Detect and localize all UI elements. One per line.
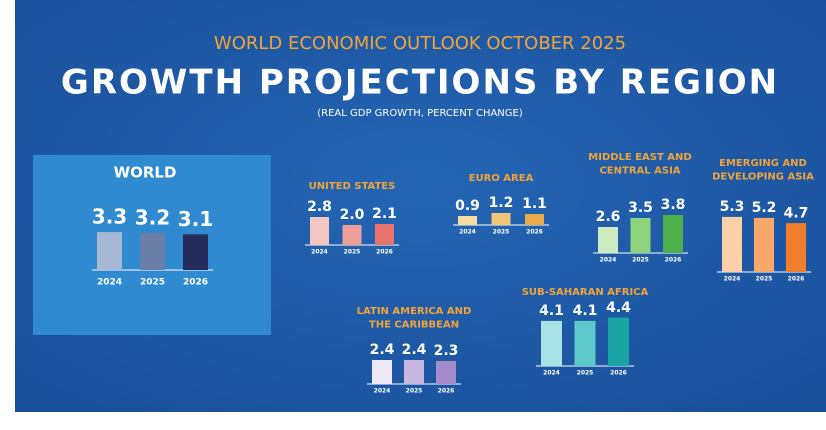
bar (608, 317, 629, 366)
bar (458, 216, 477, 225)
value-label: 4.1 (573, 303, 598, 319)
subtitle: (REAL GDP GROWTH, PERCENT CHANGE) (317, 108, 523, 119)
region-title: MIDDLE EAST AND (588, 152, 691, 163)
year-label: 2025 (140, 278, 165, 288)
bar (574, 320, 596, 366)
value-label: 5.2 (752, 200, 777, 216)
region-title: LATIN AMERICA AND (357, 306, 472, 317)
value-label: 2.0 (340, 207, 365, 223)
value-label: 2.1 (372, 206, 397, 222)
bar (663, 215, 683, 253)
value-label: 3.5 (628, 200, 653, 216)
bar (786, 223, 806, 272)
value-label: 2.4 (402, 342, 427, 358)
year-label: 2026 (183, 278, 208, 288)
year-label: 2026 (438, 388, 455, 395)
year-label: 2026 (376, 249, 393, 256)
bar (310, 217, 329, 245)
year-label: 2025 (632, 257, 649, 264)
year-label: 2025 (344, 249, 361, 256)
bar (183, 234, 208, 270)
value-label: 4.1 (539, 303, 564, 319)
region-title: UNITED STATES (309, 181, 396, 192)
bar (372, 360, 392, 384)
value-label: 3.1 (178, 207, 213, 231)
headline: GROWTH PROJECTIONS BY REGION (61, 63, 779, 103)
region-title: SUB-SAHARAN AFRICA (522, 287, 649, 298)
bar (630, 218, 651, 253)
value-label: 4.4 (606, 300, 631, 316)
value-label: 3.8 (661, 197, 686, 213)
year-label: 2024 (543, 370, 560, 377)
value-label: 2.3 (434, 343, 459, 359)
bar (525, 214, 544, 225)
year-label: 2024 (600, 257, 617, 264)
year-label: 2026 (665, 257, 682, 264)
year-label: 2026 (610, 370, 627, 377)
year-label: 2026 (788, 276, 805, 283)
value-label: 2.6 (596, 209, 621, 225)
value-label: 3.2 (135, 206, 170, 230)
value-label: 4.7 (784, 205, 809, 221)
bar (598, 227, 618, 253)
year-label: 2025 (756, 276, 773, 283)
kicker: WORLD ECONOMIC OUTLOOK OCTOBER 2025 (214, 33, 626, 54)
year-label: 2025 (577, 370, 594, 377)
year-label: 2024 (724, 276, 741, 283)
region-title: DEVELOPING ASIA (712, 172, 814, 183)
value-label: 1.2 (489, 195, 514, 211)
year-label: 2025 (493, 229, 510, 236)
value-label: 1.1 (522, 196, 547, 212)
value-label: 3.3 (92, 205, 127, 229)
bar (97, 232, 122, 270)
bar (404, 360, 424, 384)
value-label: 2.4 (370, 342, 395, 358)
region-title: WORLD (114, 164, 177, 182)
year-label: 2024 (97, 278, 122, 288)
bar (436, 361, 456, 384)
bar (140, 233, 165, 270)
year-label: 2026 (526, 229, 543, 236)
value-label: 0.9 (455, 198, 480, 214)
bar (754, 217, 774, 272)
year-label: 2024 (459, 229, 476, 236)
value-label: 2.8 (307, 199, 332, 215)
bar (541, 320, 562, 366)
year-label: 2025 (406, 388, 423, 395)
year-label: 2024 (374, 388, 391, 395)
bar (342, 225, 362, 245)
value-label: 5.3 (720, 199, 745, 215)
bar (722, 216, 742, 272)
bar (491, 213, 511, 225)
region-title: EMERGING AND (719, 158, 807, 169)
year-label: 2024 (311, 249, 328, 256)
region-title: THE CARIBBEAN (369, 320, 459, 331)
region-title: CENTRAL ASIA (599, 166, 680, 177)
bar (375, 224, 394, 245)
region-title: EURO AREA (469, 173, 534, 184)
